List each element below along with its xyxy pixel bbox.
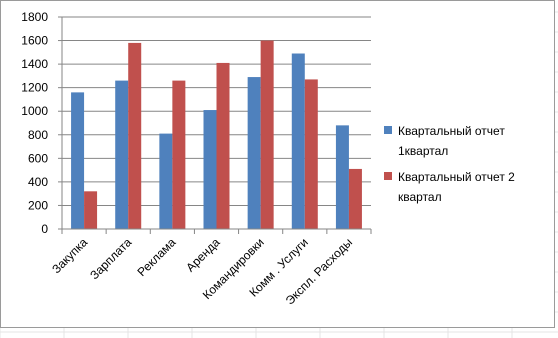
- y-tick-label: 1200: [21, 81, 48, 95]
- y-tick-label: 1600: [21, 34, 48, 48]
- y-tick-label: 800: [28, 128, 48, 142]
- x-category-label: Реклама: [135, 235, 179, 279]
- bar[interactable]: [291, 53, 305, 230]
- x-category-label: Закупка: [49, 235, 90, 276]
- y-tick-label: 400: [28, 175, 48, 189]
- legend-label: Квартальный отчет: [398, 124, 505, 138]
- legend-swatch: [384, 172, 392, 180]
- legend-swatch: [384, 126, 392, 134]
- y-tick-label: 0: [41, 222, 48, 236]
- bar[interactable]: [260, 40, 274, 229]
- axes: [58, 16, 372, 234]
- y-tick-label: 200: [28, 198, 48, 212]
- y-tick-label: 1400: [21, 57, 48, 71]
- x-category-label: Зарплата: [87, 235, 134, 282]
- legend-label: квартал: [398, 190, 442, 204]
- bar[interactable]: [128, 42, 142, 230]
- y-tick-label: 1800: [21, 10, 48, 24]
- y-axis-ticks: 0 200 400 600 800 1000 1200 1400 1600 1800: [21, 10, 48, 236]
- bar[interactable]: [247, 77, 261, 229]
- bar[interactable]: [172, 80, 186, 229]
- y-tick-label: 600: [28, 151, 48, 165]
- bar[interactable]: [304, 79, 318, 229]
- bar[interactable]: [115, 80, 129, 229]
- bar[interactable]: [348, 168, 362, 229]
- bar[interactable]: [159, 133, 173, 229]
- bars: [71, 40, 362, 230]
- y-tick-label: 1000: [21, 104, 48, 118]
- legend-label: Квартальный отчет 2: [398, 170, 515, 184]
- bar[interactable]: [84, 191, 98, 229]
- legend-label: 1квартал: [398, 144, 448, 158]
- chart-area[interactable]: [0, 0, 555, 328]
- bar[interactable]: [71, 92, 85, 229]
- bar[interactable]: [216, 62, 230, 229]
- bar[interactable]: [203, 110, 217, 229]
- legend: Квартальный отчет 1квартал Квартальный отч…: [384, 124, 515, 204]
- bar[interactable]: [335, 125, 349, 229]
- x-category-label: Аренда: [183, 235, 223, 275]
